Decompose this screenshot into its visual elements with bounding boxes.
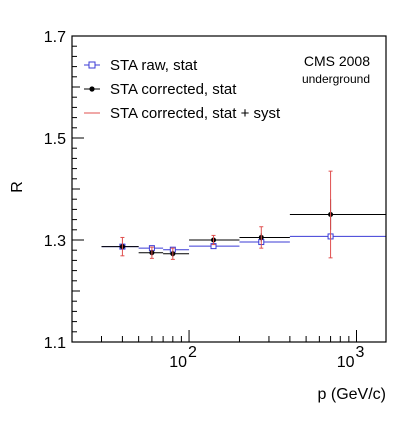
y-tick-label: 1.3: [44, 233, 66, 250]
y-tick-label: 1.1: [44, 335, 66, 352]
y-tick-label: 1.5: [44, 131, 66, 148]
y-axis-label: R: [9, 181, 26, 193]
y-tick-label: 1.7: [44, 29, 66, 46]
legend-marker-circle: [89, 86, 95, 92]
x-tick-label: 10: [337, 354, 355, 371]
x-tick-exponent: 2: [188, 344, 197, 361]
legend-marker-square: [88, 61, 96, 69]
annotation-underground: underground: [302, 72, 370, 86]
legend-label-raw: STA raw, stat: [110, 57, 198, 74]
legend-entry-syst: STA corrected, stat + syst: [84, 105, 281, 122]
annotation-cms: CMS 2008: [304, 53, 370, 69]
x-tick-label: 10: [169, 354, 187, 371]
series-1: [101, 233, 386, 253]
legend-entry-raw: STA raw, stat: [84, 57, 198, 74]
legend-entry-corrected: STA corrected, stat: [84, 81, 237, 98]
series-3: [120, 170, 333, 260]
x-tick-exponent: 3: [356, 344, 365, 361]
legend-label-syst: STA corrected, stat + syst: [110, 105, 281, 122]
legend-label-corrected: STA corrected, stat: [110, 81, 237, 98]
x-axis-label: p (GeV/c): [318, 386, 386, 403]
legend: STA raw, stat STA corrected, stat STA co…: [84, 57, 281, 122]
data-layer: [101, 170, 386, 260]
